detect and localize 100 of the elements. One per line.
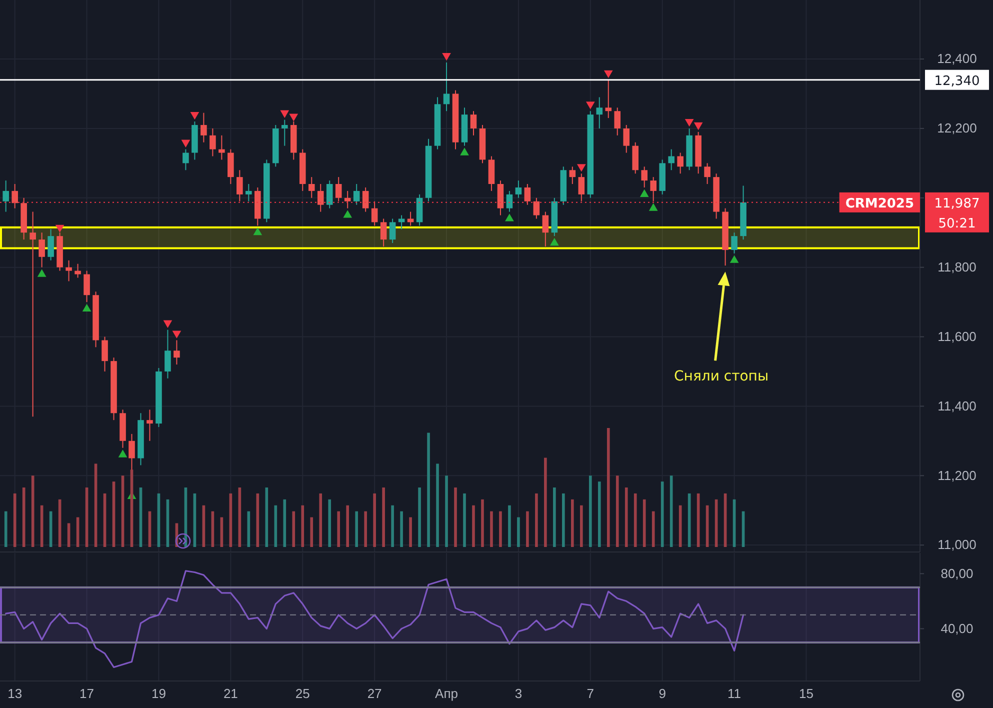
candlestick	[443, 62, 450, 112]
bar	[265, 488, 268, 547]
candlestick	[515, 180, 522, 198]
candlestick	[164, 329, 171, 379]
bar	[526, 511, 529, 547]
candlestick	[174, 340, 180, 366]
point	[118, 450, 128, 458]
point	[604, 70, 613, 78]
y-tick-label: 11,200	[938, 468, 976, 483]
candlestick	[389, 218, 396, 244]
y-tick-label: 40,00	[940, 620, 974, 636]
bar	[283, 499, 286, 547]
candlestick	[596, 96, 603, 129]
candlestick	[2, 180, 9, 212]
bar	[588, 476, 592, 547]
bar	[562, 493, 565, 547]
candlestick	[542, 211, 549, 247]
bar	[454, 488, 457, 547]
bar	[580, 505, 583, 547]
bar	[517, 517, 520, 547]
candlestick	[200, 112, 207, 143]
bar	[319, 493, 322, 547]
bar	[553, 488, 556, 547]
bar	[364, 511, 367, 547]
bar	[652, 511, 655, 547]
point	[730, 255, 739, 263]
bar	[391, 505, 394, 547]
candlestick	[371, 200, 378, 226]
bar	[409, 517, 412, 547]
point	[181, 140, 190, 148]
bar	[472, 505, 475, 547]
x-tick-label: 9	[658, 686, 666, 702]
x-tick-label: 21	[223, 686, 238, 702]
bar	[247, 511, 250, 547]
candlestick	[398, 214, 405, 230]
candlestick	[326, 180, 333, 209]
bar	[13, 493, 16, 547]
x-tick-label: 13	[8, 686, 22, 702]
x-tick-label: 3	[514, 686, 522, 702]
bar	[463, 493, 466, 547]
point	[82, 304, 92, 312]
bar	[535, 493, 538, 547]
bar	[301, 505, 304, 547]
bar	[660, 482, 664, 547]
candlestick	[506, 190, 513, 212]
y-tick-label: 11,800	[938, 259, 976, 274]
bar	[481, 499, 484, 547]
candlestick	[569, 166, 576, 184]
y-tick-label: 12,400	[937, 51, 977, 66]
bar	[670, 476, 673, 547]
bar	[382, 488, 385, 547]
y-tick-label: 80,00	[940, 566, 974, 581]
bar	[427, 432, 430, 547]
point	[253, 227, 262, 236]
candlestick	[362, 186, 369, 212]
ref-line-label: 12,340	[934, 74, 980, 89]
x-tick-label: 19	[151, 686, 166, 702]
y-tick-label: 11,600	[938, 328, 976, 344]
candlestick	[246, 184, 252, 202]
candlestick	[524, 184, 531, 206]
candlestick	[38, 232, 45, 268]
candlestick	[668, 148, 674, 171]
annotation: Сняли стопы	[674, 368, 769, 385]
candlestick	[650, 176, 656, 202]
candlestick	[12, 184, 18, 209]
candlestick	[30, 211, 36, 418]
point	[343, 210, 352, 218]
x-tick-label: 27	[367, 686, 382, 702]
bar	[624, 488, 628, 547]
bar	[508, 505, 511, 547]
x-tick-label: 15	[799, 686, 814, 702]
x-tick-label: 7	[586, 686, 594, 702]
candlestick	[623, 124, 630, 154]
candlestick	[533, 197, 540, 220]
candlestick	[146, 409, 153, 442]
point	[586, 102, 595, 110]
point	[55, 224, 64, 233]
bar	[598, 482, 601, 547]
point	[694, 122, 703, 130]
x-tick-label: 17	[80, 686, 94, 702]
bar	[418, 488, 421, 547]
candlestick	[84, 270, 90, 303]
bar	[292, 511, 296, 547]
bar	[400, 511, 403, 547]
candlestick	[353, 184, 360, 206]
bar	[346, 505, 349, 547]
candlestick	[308, 176, 315, 198]
bar	[616, 476, 619, 547]
x-tick-label: 25	[295, 686, 310, 702]
candlestick	[641, 166, 648, 188]
x-tick-label: 11	[728, 686, 742, 702]
candlestick	[407, 211, 414, 226]
bar	[256, 493, 260, 547]
y-tick-label: 11,000	[938, 537, 976, 552]
bar	[373, 493, 376, 547]
candlestick	[470, 110, 477, 136]
bar	[310, 517, 314, 547]
y-tick-label: 12,200	[937, 120, 977, 136]
line-series	[5, 570, 744, 668]
point	[442, 52, 451, 61]
